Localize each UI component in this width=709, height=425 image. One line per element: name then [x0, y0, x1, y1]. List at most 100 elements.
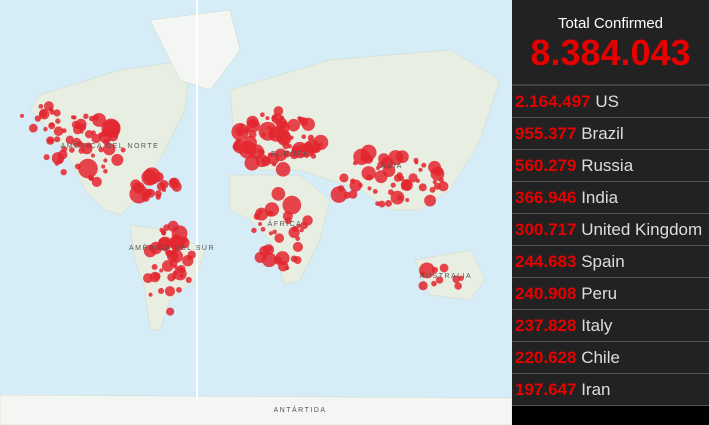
bubble [34, 115, 42, 122]
bubble [300, 221, 309, 230]
bubble [61, 128, 67, 134]
bubble [429, 186, 436, 193]
bubble [413, 157, 419, 163]
bubble [307, 134, 315, 141]
country-row[interactable]: 244.683 Spain [512, 246, 709, 278]
bubble [292, 241, 304, 253]
bubble [232, 142, 241, 151]
country-list: 2.164.497 US 955.377 Brazil 560.279 Russia… [512, 86, 709, 406]
bubble [173, 267, 187, 281]
country-name: Italy [581, 316, 613, 335]
greenland [149, 9, 241, 91]
bubble [53, 109, 61, 117]
bubble [400, 179, 412, 190]
bubble [92, 114, 99, 121]
bubble [179, 273, 184, 278]
bubble [54, 136, 61, 143]
bubble [149, 241, 163, 255]
country-count: 560.279 [515, 156, 577, 175]
country-row[interactable]: 2.164.497 US [512, 86, 709, 118]
bubble [65, 135, 75, 145]
bubble [248, 119, 256, 126]
total-value: 8.384.043 [530, 32, 691, 73]
bubble [132, 181, 145, 194]
bubble [287, 118, 300, 132]
bubble [272, 162, 277, 167]
country-row[interactable]: 220.628 Chile [512, 342, 709, 374]
bubble [38, 104, 44, 109]
country-name: Brazil [581, 124, 624, 143]
bubble [282, 195, 302, 215]
country-row[interactable]: 366.946 India [512, 182, 709, 214]
bubble [231, 123, 249, 141]
bubble [361, 166, 376, 181]
side-panel: Total Confirmed 8.384.043 2.164.497 US 95… [512, 0, 709, 425]
bubble [101, 164, 106, 169]
country-row[interactable]: 197.647 Iran [512, 374, 709, 406]
bubble [263, 244, 275, 256]
bubble [103, 158, 108, 163]
bubble [161, 243, 170, 252]
bubble [46, 136, 55, 145]
country-row[interactable]: 560.279 Russia [512, 150, 709, 182]
bubble [277, 131, 292, 146]
bubble [431, 266, 439, 274]
bubble [293, 256, 302, 264]
bubble [337, 185, 345, 192]
bubble [169, 178, 178, 186]
bubble [431, 280, 437, 287]
bubble [353, 148, 370, 166]
bubble [418, 281, 428, 291]
country-row[interactable]: 955.377 Brazil [512, 118, 709, 150]
bubble [348, 190, 358, 199]
bubble [176, 286, 182, 293]
bubble [438, 181, 449, 192]
bubble [291, 225, 299, 232]
country-name: India [581, 188, 619, 207]
bubble [158, 287, 165, 294]
bubble [161, 229, 167, 235]
bubble [349, 179, 362, 192]
bubble [98, 146, 104, 153]
bubble [310, 153, 317, 159]
antarctica [0, 394, 512, 425]
bubble [71, 115, 76, 120]
bubble [260, 226, 266, 232]
bubble [273, 106, 284, 116]
bubble [275, 117, 288, 130]
bubble [390, 190, 405, 205]
country-name: United Kingdom [581, 220, 703, 239]
bubble [265, 116, 270, 121]
bubble [251, 227, 257, 234]
bubble [167, 273, 176, 282]
country-row[interactable]: 237.828 Italy [512, 310, 709, 342]
bubble [268, 231, 273, 236]
bubble [296, 223, 302, 229]
bubble [182, 236, 188, 243]
country-count: 300.717 [515, 220, 577, 239]
map-label: AMÉRICA DEL SUR [129, 243, 215, 252]
bubble [151, 263, 158, 270]
country-row[interactable]: 240.908 Peru [512, 278, 709, 310]
country-row[interactable]: 300.717 United Kingdom [512, 214, 709, 246]
bubble [185, 276, 192, 283]
bubble [274, 233, 285, 243]
bubble [299, 227, 304, 233]
bubble [295, 236, 301, 242]
bubble [53, 126, 64, 136]
country-count: 220.628 [515, 348, 577, 367]
bubble [120, 147, 126, 153]
country-count: 240.908 [515, 284, 577, 303]
total-title: Total Confirmed [557, 15, 664, 32]
bubble [83, 113, 89, 119]
bubble [378, 200, 386, 208]
bubble [287, 143, 292, 149]
bubble [57, 149, 68, 160]
bubble [54, 161, 59, 166]
bubble [390, 182, 396, 188]
country-count: 2.164.497 [515, 92, 591, 111]
bubble [275, 162, 291, 177]
bubble [141, 169, 158, 186]
bubble [372, 189, 378, 194]
